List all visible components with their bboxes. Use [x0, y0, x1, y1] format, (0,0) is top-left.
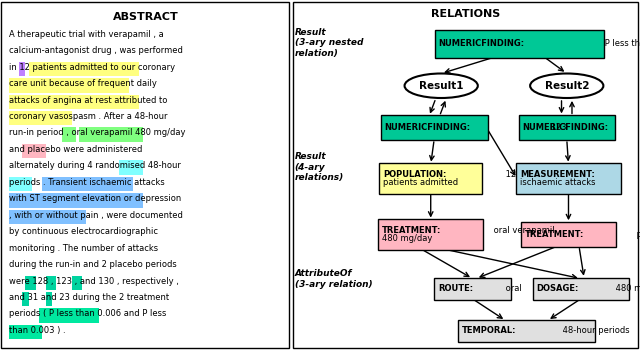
Text: ABSTRACT: ABSTRACT: [113, 12, 179, 22]
Ellipse shape: [404, 74, 478, 98]
Text: 12: 12: [502, 170, 516, 179]
Text: and placebo were administered: and placebo were administered: [9, 145, 142, 154]
FancyBboxPatch shape: [119, 160, 143, 175]
Text: Result
(3-ary nested
relation): Result (3-ary nested relation): [294, 28, 363, 58]
Text: oral: oral: [503, 284, 522, 293]
FancyBboxPatch shape: [79, 127, 143, 142]
Text: by continuous electrocardiographic: by continuous electrocardiographic: [9, 227, 157, 236]
FancyBboxPatch shape: [9, 177, 32, 191]
Text: during the run-in and 2 placebo periods: during the run-in and 2 placebo periods: [9, 260, 177, 269]
Text: NUMERICFINDING:: NUMERICFINDING:: [385, 123, 471, 132]
Text: A therapeutic trial with verapamil , a: A therapeutic trial with verapamil , a: [9, 30, 163, 39]
Text: and 31 and 23 during the 2 treatment: and 31 and 23 during the 2 treatment: [9, 293, 169, 302]
FancyBboxPatch shape: [62, 127, 76, 142]
FancyBboxPatch shape: [9, 325, 42, 340]
FancyBboxPatch shape: [22, 292, 29, 307]
FancyBboxPatch shape: [45, 292, 52, 307]
FancyBboxPatch shape: [9, 193, 143, 208]
FancyBboxPatch shape: [29, 62, 140, 76]
FancyBboxPatch shape: [9, 78, 129, 93]
FancyBboxPatch shape: [516, 163, 621, 194]
Text: POPULATION:: POPULATION:: [383, 170, 446, 179]
Text: oral verapamil: oral verapamil: [491, 226, 554, 235]
Text: P less than 0.006: P less than 0.006: [602, 39, 640, 48]
Text: , with or without pain , were documented: , with or without pain , were documented: [9, 211, 182, 220]
Text: care unit because of frequent daily: care unit because of frequent daily: [9, 79, 157, 88]
Text: TEMPORAL:: TEMPORAL:: [462, 326, 516, 335]
FancyBboxPatch shape: [22, 144, 45, 159]
Text: calcium-antagonist drug , was performed: calcium-antagonist drug , was performed: [9, 46, 182, 55]
FancyBboxPatch shape: [45, 275, 56, 290]
Text: AttributeOf
(3-ary relation): AttributeOf (3-ary relation): [294, 270, 372, 289]
Text: DOSAGE:: DOSAGE:: [536, 284, 579, 293]
FancyBboxPatch shape: [39, 308, 99, 323]
Text: ROUTE:: ROUTE:: [438, 284, 473, 293]
Text: periods ( P less than 0.006 and P less: periods ( P less than 0.006 and P less: [9, 309, 166, 318]
Text: RELATIONS: RELATIONS: [431, 9, 500, 19]
Text: 123: 123: [548, 123, 566, 132]
FancyBboxPatch shape: [1, 2, 289, 348]
FancyBboxPatch shape: [72, 275, 83, 290]
FancyBboxPatch shape: [532, 278, 629, 300]
Text: with ST segment elevation or depression: with ST segment elevation or depression: [9, 194, 181, 203]
Text: attacks of angina at rest attributed to: attacks of angina at rest attributed to: [9, 96, 167, 105]
FancyBboxPatch shape: [435, 30, 604, 58]
Text: Result
(4-ary
relations): Result (4-ary relations): [294, 152, 344, 182]
Text: ischaemic attacks: ischaemic attacks: [520, 178, 595, 187]
Text: Result1: Result1: [419, 81, 463, 91]
FancyBboxPatch shape: [518, 115, 615, 140]
Ellipse shape: [530, 74, 604, 98]
Text: in 12 patients admitted to our coronary: in 12 patients admitted to our coronary: [9, 63, 175, 72]
Text: MEASUREMENT:: MEASUREMENT:: [520, 170, 595, 179]
FancyBboxPatch shape: [9, 94, 140, 109]
Text: alternately during 4 randomised 48-hour: alternately during 4 randomised 48-hour: [9, 161, 180, 170]
Text: 48-hour periods: 48-hour periods: [560, 326, 630, 335]
Text: periods . Transient ischaemic attacks: periods . Transient ischaemic attacks: [9, 178, 164, 187]
FancyBboxPatch shape: [293, 2, 637, 348]
FancyBboxPatch shape: [381, 115, 488, 140]
Text: run-in period , oral verapamil 480 mg/day: run-in period , oral verapamil 480 mg/da…: [9, 128, 185, 138]
FancyBboxPatch shape: [434, 278, 511, 300]
FancyBboxPatch shape: [9, 111, 72, 126]
FancyBboxPatch shape: [42, 177, 132, 191]
FancyBboxPatch shape: [378, 219, 483, 250]
Text: coronary vasospasm . After a 48-hour: coronary vasospasm . After a 48-hour: [9, 112, 167, 121]
FancyBboxPatch shape: [9, 210, 86, 224]
Text: Result2: Result2: [545, 81, 589, 91]
Text: were 128 , 123 , and 130 , respectively ,: were 128 , 123 , and 130 , respectively …: [9, 276, 179, 286]
FancyBboxPatch shape: [19, 62, 26, 76]
FancyBboxPatch shape: [458, 320, 595, 342]
FancyBboxPatch shape: [26, 275, 36, 290]
Text: placebo: placebo: [634, 230, 640, 239]
Text: patients admitted: patients admitted: [383, 178, 458, 187]
Text: TREATMENT:: TREATMENT:: [525, 230, 584, 239]
Text: TREATMENT:: TREATMENT:: [382, 226, 442, 235]
Text: NUMERICFINDING:: NUMERICFINDING:: [439, 39, 525, 48]
Text: monitoring . The number of attacks: monitoring . The number of attacks: [9, 244, 158, 253]
Text: NUMERICFINDING:: NUMERICFINDING:: [522, 123, 609, 132]
Text: than 0.003 ) .: than 0.003 ) .: [9, 326, 65, 335]
FancyBboxPatch shape: [379, 163, 483, 194]
Text: 480 mg/day: 480 mg/day: [612, 284, 640, 293]
Text: 480 mg/day: 480 mg/day: [382, 234, 433, 243]
FancyBboxPatch shape: [521, 222, 616, 247]
